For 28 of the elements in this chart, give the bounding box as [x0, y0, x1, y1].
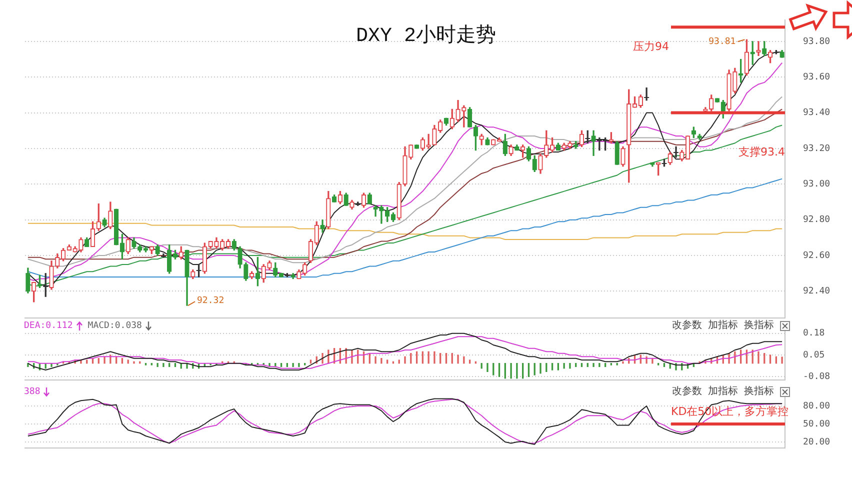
y-tick-label: 93.80 [803, 36, 830, 47]
ref-line-label: 压力94 [633, 40, 670, 53]
y-tick-label: 80.00 [803, 401, 830, 412]
annotation: 换指标 [744, 320, 774, 332]
annotation: 改参数 [672, 386, 702, 398]
y-tick-label: 93.40 [803, 108, 830, 118]
annotation: 加指标 [708, 320, 738, 332]
y-tick-label: 93.20 [803, 144, 830, 154]
annotation: 93.81 [708, 36, 736, 47]
y-tick-label: 92.60 [803, 250, 830, 261]
chart-title: 388 [24, 386, 40, 398]
chart-subtitle: MACD:0.038 [88, 320, 142, 332]
y-tick-label: 93.60 [803, 72, 830, 82]
annotation: 改参数 [672, 320, 702, 332]
y-tick-label: 93.00 [803, 180, 830, 190]
y-tick-label: 50.00 [803, 419, 830, 430]
annotation: 加指标 [708, 386, 738, 398]
y-tick-label: 0.05 [803, 350, 825, 360]
y-tick-label: 0.18 [803, 328, 825, 339]
y-tick-label: -0.08 [803, 372, 830, 382]
chart-title: DEA:0.112 [24, 320, 73, 332]
y-tick-label: 92.80 [803, 215, 830, 226]
y-tick-label: 92.40 [803, 286, 830, 297]
ref-line-label: 支撑93.4 [738, 146, 786, 159]
y-tick-label: 20.00 [803, 437, 830, 448]
chart-title: DXY 2小时走势 [356, 25, 496, 48]
annotation: 92.32 [197, 296, 224, 306]
annotation: 换指标 [744, 386, 774, 398]
